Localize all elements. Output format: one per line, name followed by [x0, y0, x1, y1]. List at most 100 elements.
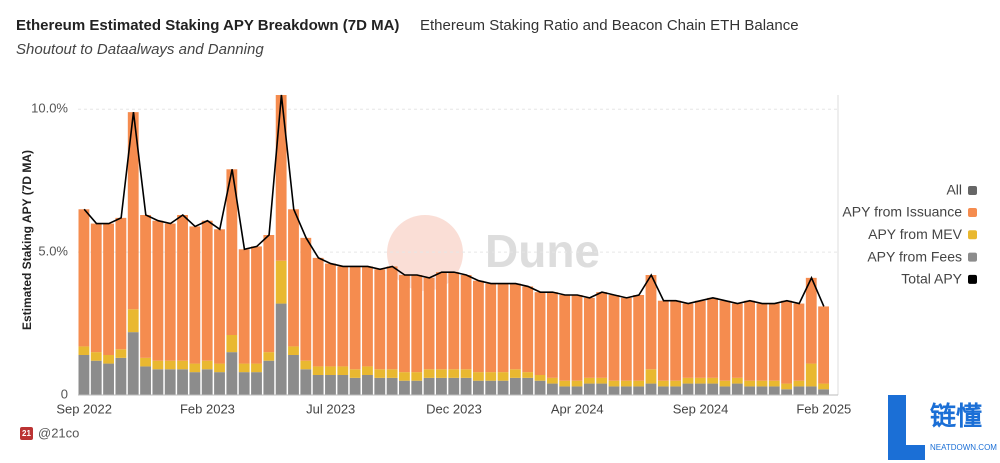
- bar-segment: [103, 355, 114, 364]
- bar-segment: [534, 375, 546, 381]
- bar-segment: [509, 283, 521, 370]
- bar-segment: [423, 377, 435, 395]
- bar-segment: [78, 209, 90, 347]
- bar-segment: [719, 380, 731, 387]
- bar-segment: [140, 366, 151, 395]
- bar-segment: [534, 380, 546, 395]
- bar-segment: [78, 355, 90, 395]
- bar-segment: [805, 363, 817, 387]
- bar-segment: [288, 209, 299, 347]
- watermark: Dune: [485, 225, 600, 277]
- bar-segment: [472, 380, 484, 395]
- bar-segment: [288, 355, 299, 395]
- bar-segment: [288, 346, 299, 355]
- bar-segment: [337, 375, 349, 395]
- bar-segment: [226, 352, 238, 395]
- bar-segment: [201, 360, 213, 370]
- bar-segment: [583, 297, 595, 378]
- legend-label: APY from Fees: [867, 248, 962, 264]
- bar-segment: [337, 266, 349, 367]
- bar-segment: [768, 386, 780, 395]
- bar-segment: [522, 372, 534, 378]
- bar-segment: [127, 332, 139, 395]
- bar-segment: [633, 386, 645, 395]
- bar-segment: [583, 383, 595, 395]
- y-axis-label: Estimated Staking APY (7D MA): [20, 150, 34, 330]
- x-tick-label: Sep 2024: [673, 401, 729, 416]
- bar-segment: [214, 372, 225, 395]
- bar-segment: [436, 272, 447, 370]
- bar-segment: [818, 389, 829, 395]
- bar-segment: [201, 369, 213, 395]
- bar-segment: [312, 257, 324, 367]
- bar-segment: [707, 383, 719, 395]
- bar-segment: [275, 95, 287, 261]
- legend-label: APY from Issuance: [842, 204, 962, 220]
- legend-all: All: [946, 182, 962, 198]
- bar-segment: [115, 217, 127, 350]
- bar-segment: [756, 303, 768, 381]
- bar-segment: [571, 386, 583, 395]
- bar-segment: [263, 235, 275, 353]
- bar-segment: [349, 266, 361, 370]
- bar-segment: [472, 372, 484, 381]
- bar-segment: [448, 272, 460, 370]
- bar-segment: [78, 346, 90, 355]
- bar-segment: [411, 275, 423, 373]
- bar-segment: [399, 372, 410, 381]
- legend-label: APY from MEV: [868, 226, 963, 242]
- x-tick-label: Feb 2025: [796, 401, 851, 416]
- y-tick-label: 0: [61, 386, 68, 401]
- bar-segment: [103, 223, 114, 355]
- y-tick-label: 10.0%: [31, 101, 68, 116]
- bar-segment: [152, 369, 164, 395]
- bar-segment: [115, 357, 127, 395]
- bar-segment: [756, 386, 768, 395]
- bar-segment: [497, 380, 509, 395]
- bar-segment: [546, 383, 558, 395]
- bar-segment: [374, 369, 386, 378]
- bar-segment: [818, 306, 829, 384]
- bar-segment: [633, 380, 645, 387]
- x-tick-label: Dec 2023: [426, 401, 482, 416]
- bar-segment: [263, 360, 275, 395]
- bar-segment: [226, 169, 238, 335]
- bar-segment: [411, 372, 423, 381]
- bar-segment: [620, 297, 632, 381]
- bar-segment: [386, 369, 398, 378]
- bar-segment: [349, 377, 361, 395]
- bar-segment: [645, 383, 657, 395]
- bar-segment: [275, 260, 287, 304]
- bar-segment: [522, 377, 534, 395]
- bar-segment: [731, 383, 743, 395]
- logo-subtext: NEATDOWN.COM: [930, 443, 997, 452]
- bar-segment: [707, 297, 719, 378]
- bar-segment: [670, 386, 682, 395]
- bar-segment: [608, 380, 620, 387]
- bar-segment: [744, 386, 756, 395]
- legend-swatch: [968, 274, 977, 284]
- bar-segment: [460, 275, 472, 370]
- bar-segment: [201, 220, 213, 361]
- logo-text: 链懂: [930, 401, 982, 431]
- footer-badge-bg: [20, 427, 33, 440]
- bar-segment: [608, 295, 620, 381]
- bar-segment: [805, 277, 817, 364]
- bar-segment: [756, 380, 768, 387]
- bar-segment: [781, 300, 793, 384]
- logo-mark: [888, 395, 925, 460]
- bar-segment: [818, 383, 829, 390]
- bar-segment: [164, 223, 176, 361]
- bar-segment: [657, 386, 669, 395]
- bar-segment: [781, 383, 793, 390]
- bar-segment: [546, 377, 558, 384]
- x-tick-label: Apr 2024: [551, 401, 604, 416]
- bar-segment: [164, 369, 176, 395]
- bar-segment: [325, 263, 336, 367]
- bar-segment: [645, 369, 657, 384]
- bar-segment: [472, 280, 484, 373]
- bar-segment: [300, 237, 312, 361]
- bar-segment: [793, 380, 805, 387]
- bar-segment: [793, 386, 805, 395]
- bar-segment: [177, 215, 188, 361]
